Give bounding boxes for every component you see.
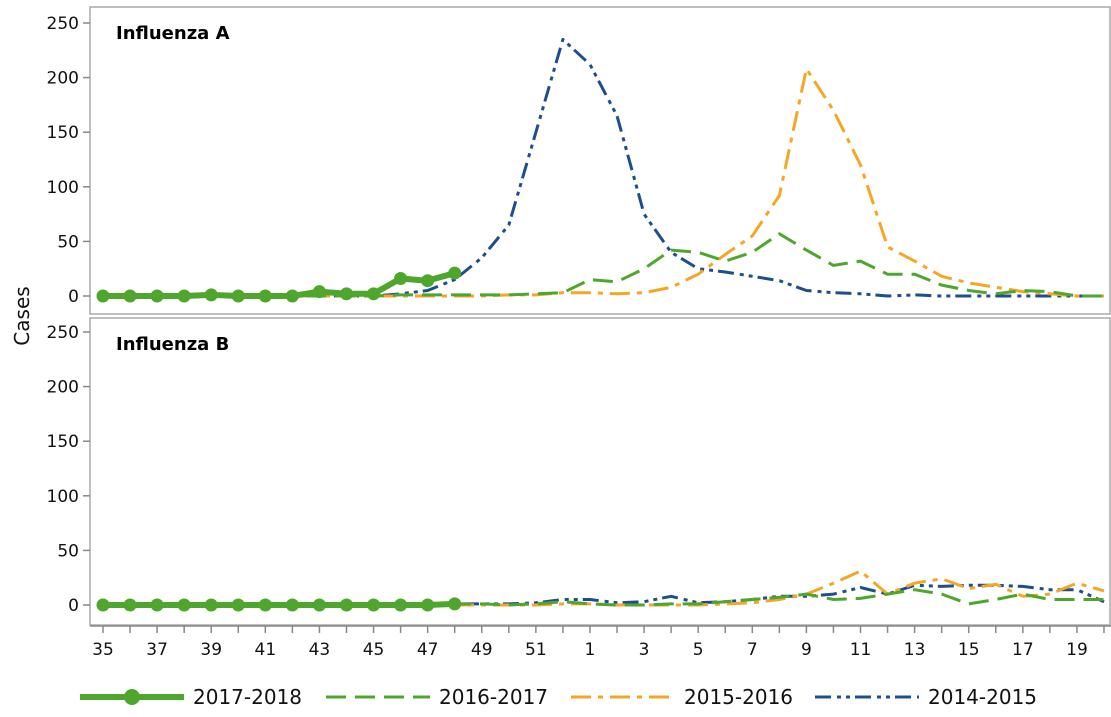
panel-title: Influenza A — [116, 23, 230, 44]
x-tick-label: 45 — [363, 640, 385, 660]
legend-item-2015-2016: 2015-2016 — [571, 685, 793, 709]
data-point-2017-2018 — [231, 289, 245, 303]
data-point-2017-2018 — [312, 285, 326, 299]
x-tick-label: 49 — [471, 640, 493, 660]
data-point-2017-2018 — [258, 598, 272, 612]
x-tick-label: 41 — [255, 640, 277, 660]
data-point-2017-2018 — [285, 289, 299, 303]
series-line-2015-2016 — [103, 67, 1104, 298]
x-tick-label: 9 — [801, 640, 812, 660]
panels-layer: 0 50 100 150 200 250 Influenza A 0 50 100 150 200 25… — [47, 6, 1111, 626]
data-point-2017-2018 — [231, 598, 245, 612]
x-tick-label: 1 — [585, 640, 596, 660]
legend-label: 2014-2015 — [928, 685, 1037, 709]
y-tick-label: 100 — [47, 487, 79, 507]
x-tick-label: 19 — [1066, 640, 1088, 660]
y-tick-label: 50 — [57, 541, 79, 561]
data-point-2017-2018 — [339, 598, 353, 612]
data-point-2017-2018 — [123, 598, 137, 612]
data-point-2017-2018 — [204, 288, 218, 302]
data-point-2017-2018 — [367, 598, 381, 612]
data-point-2017-2018 — [177, 598, 191, 612]
data-point-2017-2018 — [96, 289, 110, 303]
panel-frame — [89, 317, 1111, 626]
legend: 2017-2018 2016-2017 2015-2016 2014-2015 — [80, 685, 1037, 709]
series-line-2016-2017 — [103, 588, 1104, 607]
y-tick-label: 150 — [47, 432, 79, 452]
data-point-2017-2018 — [421, 274, 435, 288]
legend-marker — [124, 689, 140, 705]
data-point-2017-2018 — [150, 289, 164, 303]
legend-label: 2017-2018 — [193, 685, 302, 709]
data-point-2017-2018 — [448, 597, 462, 611]
data-point-2017-2018 — [204, 598, 218, 612]
y-tick-label: 200 — [47, 378, 79, 398]
y-tick-label: 50 — [57, 232, 79, 252]
data-point-2017-2018 — [421, 598, 435, 612]
data-point-2017-2018 — [339, 287, 353, 301]
x-tick-label: 39 — [200, 640, 222, 660]
x-tick-label: 17 — [1012, 640, 1034, 660]
marks-layer — [96, 37, 1105, 612]
legend-item-2017-2018: 2017-2018 — [80, 685, 302, 709]
y-axis-title: Cases — [10, 286, 34, 345]
data-point-2017-2018 — [177, 289, 191, 303]
y-tick-label: 150 — [47, 123, 79, 143]
x-tick-label: 7 — [747, 640, 758, 660]
data-point-2017-2018 — [448, 266, 462, 280]
data-point-2017-2018 — [367, 287, 381, 301]
legend-label: 2015-2016 — [684, 685, 793, 709]
x-tick-label: 11 — [850, 640, 872, 660]
data-point-2017-2018 — [150, 598, 164, 612]
series-line-2016-2017 — [103, 232, 1104, 298]
series-line-2014-2015 — [103, 37, 1104, 298]
data-point-2017-2018 — [285, 598, 299, 612]
legend-item-2014-2015: 2014-2015 — [815, 685, 1037, 709]
data-point-2017-2018 — [96, 598, 110, 612]
data-point-2017-2018 — [258, 289, 272, 303]
x-axis: 35 37 39 41 43 45 47 49 51 1 3 5 7 9 11 13 15 17 19 — [90, 625, 1111, 660]
legend-item-2016-2017: 2016-2017 — [326, 685, 548, 709]
x-tick-label: 13 — [904, 640, 926, 660]
x-tick-label: 47 — [417, 640, 439, 660]
panel-influenza-a: 0 50 100 150 200 250 Influenza A — [47, 6, 1111, 315]
data-point-2017-2018 — [312, 598, 326, 612]
x-tick-label: 35 — [92, 640, 114, 660]
y-tick-label: 250 — [47, 14, 79, 34]
legend-label: 2016-2017 — [439, 685, 548, 709]
y-tick-label: 0 — [68, 596, 79, 616]
data-point-2017-2018 — [394, 272, 408, 286]
x-tick-label: 43 — [309, 640, 331, 660]
panel-frame — [89, 6, 1111, 315]
x-tick-label: 15 — [958, 640, 980, 660]
panel-title: Influenza B — [116, 334, 229, 355]
data-point-2017-2018 — [394, 598, 408, 612]
x-tick-label: 51 — [525, 640, 547, 660]
data-point-2017-2018 — [123, 289, 137, 303]
y-tick-label: 0 — [68, 287, 79, 307]
y-tick-label: 250 — [47, 323, 79, 343]
y-tick-label: 200 — [47, 69, 79, 89]
x-tick-label: 3 — [639, 640, 650, 660]
y-tick-label: 100 — [47, 178, 79, 198]
panel-influenza-b: 0 50 100 150 200 250 Influenza B — [47, 317, 1111, 626]
x-tick-label: 37 — [146, 640, 168, 660]
x-tick-label: 5 — [693, 640, 704, 660]
